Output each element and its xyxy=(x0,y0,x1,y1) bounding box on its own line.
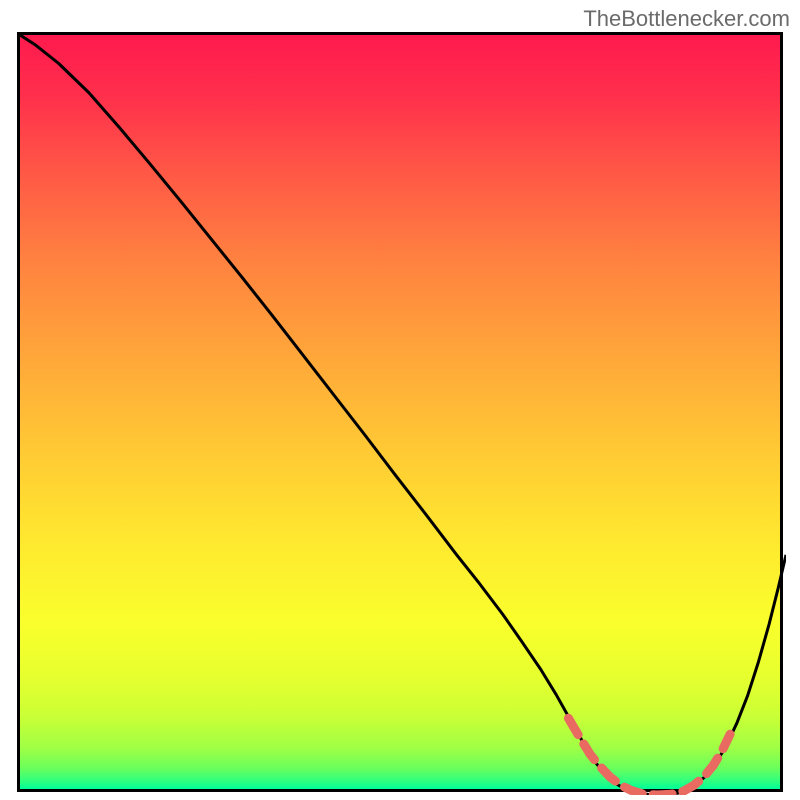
curve-line xyxy=(20,35,786,795)
watermark-text: TheBottlenecker.com xyxy=(583,6,790,32)
plot-overlay-svg xyxy=(20,35,786,795)
plot-frame xyxy=(17,32,783,792)
chart-root: TheBottlenecker.com xyxy=(0,0,800,800)
marker-dashed-band xyxy=(568,718,730,795)
